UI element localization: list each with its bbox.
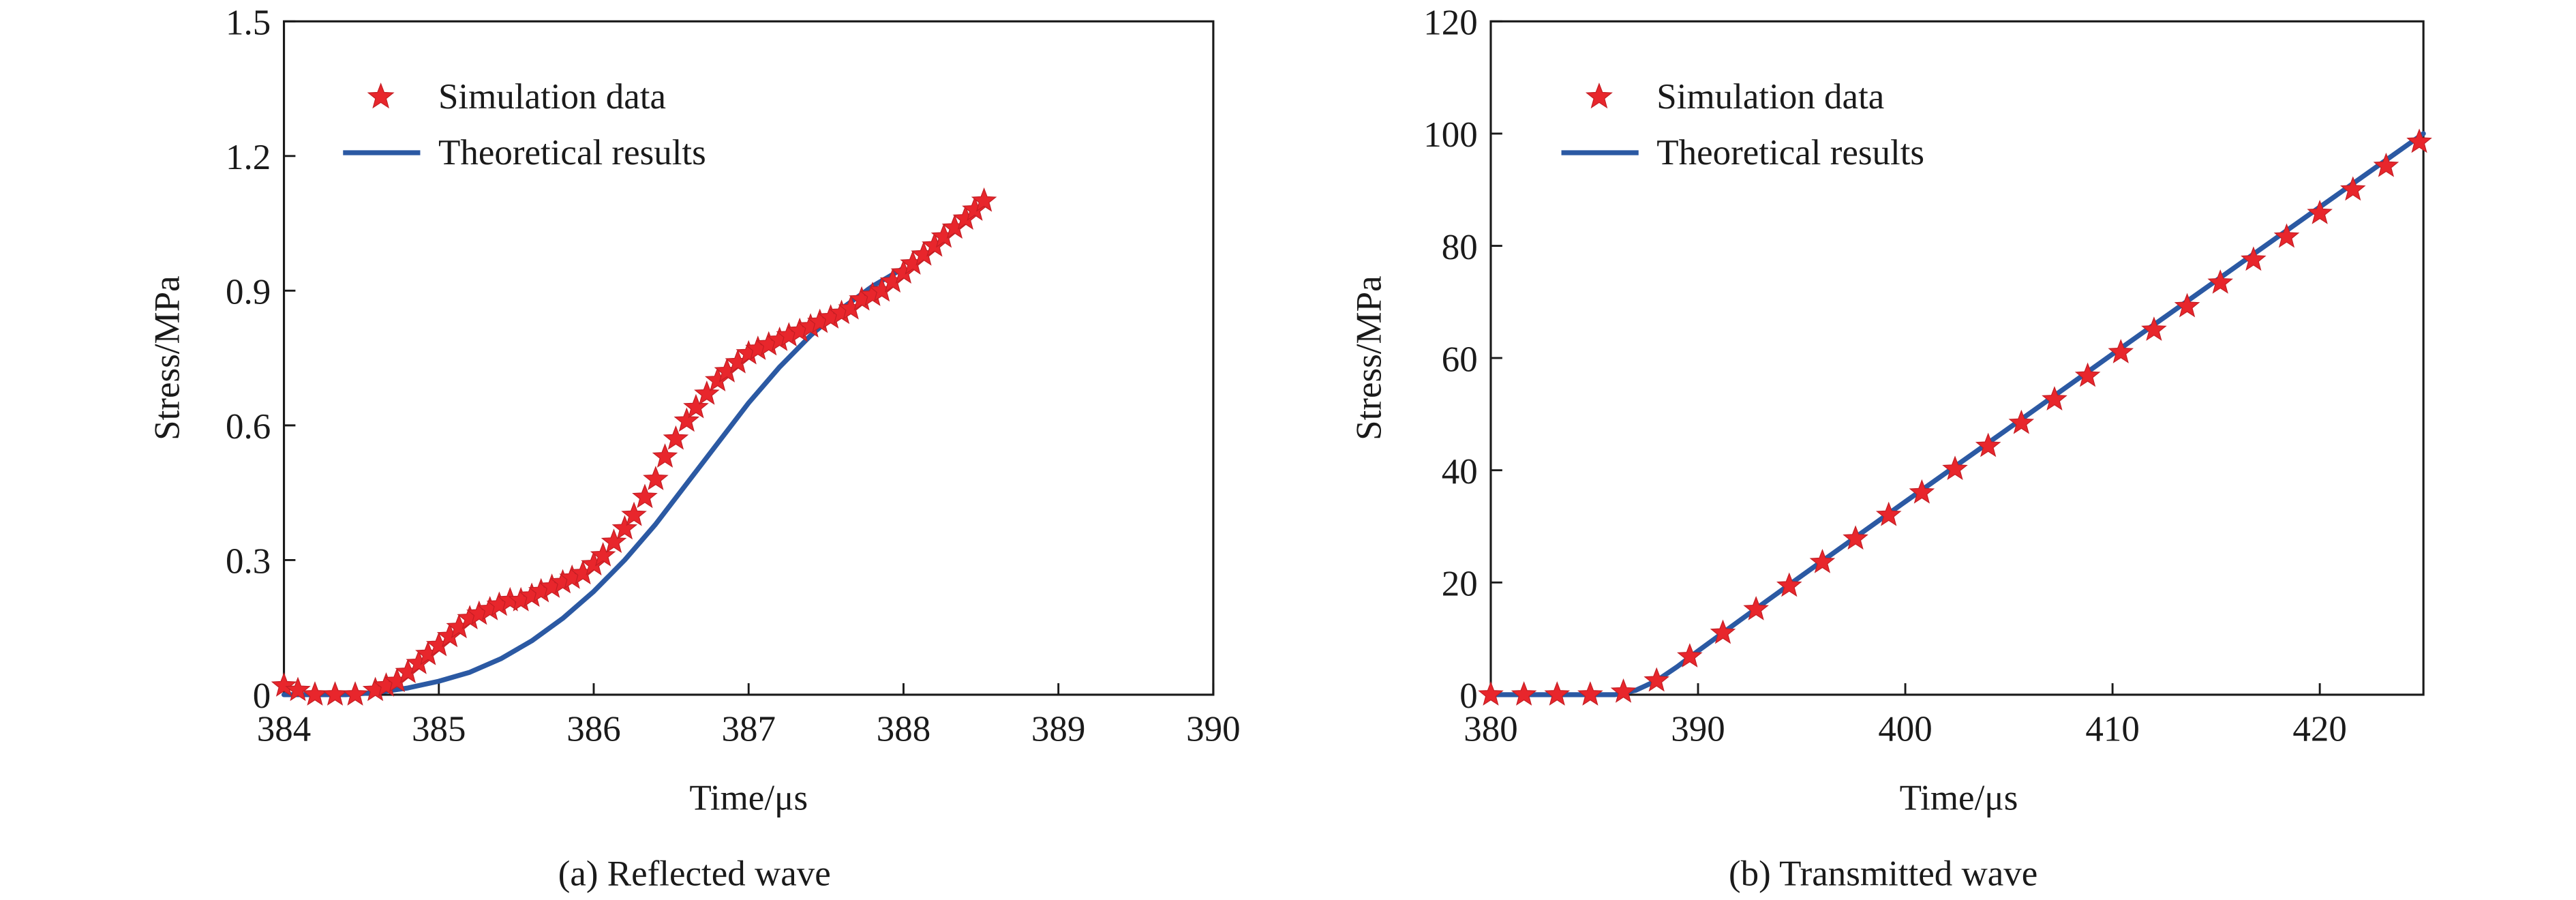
panel-b-simulation-point <box>2074 362 2101 387</box>
panel-a-x-tick-label: 389 <box>1031 709 1085 749</box>
legend-star-icon <box>1586 82 1613 109</box>
panel-b-simulation-point <box>2339 176 2366 201</box>
panel-b-simulation-point <box>1677 643 1703 668</box>
panel-b: 380 390 400 410 420 0 20 40 60 80 100 120 Simulati… <box>1350 3 2432 893</box>
panel-b-x-tick-label: 410 <box>2085 709 2139 749</box>
panel-a-legend-label-theoretical: Theoretical results <box>438 133 706 172</box>
panel-b-simulation-point <box>2406 128 2432 153</box>
panel-b-x-tick-label: 380 <box>1464 709 1517 749</box>
panel-a-simulation-point <box>342 681 368 706</box>
panel-b-y-ticks: 0 20 40 60 80 100 120 <box>1423 3 1502 716</box>
panel-b-x-tick-label: 400 <box>1878 709 1932 749</box>
panel-a-simulation-point <box>632 483 658 509</box>
panel-a-x-axis-label: Time/μs <box>689 779 808 818</box>
panel-a-simulation-point <box>285 676 311 702</box>
panel-b-simulation-point <box>2207 269 2233 294</box>
panel-b-simulation-point <box>1511 681 1537 706</box>
panel-b-simulation-point <box>2273 223 2300 248</box>
panel-a-x-ticks: 384 385 386 387 388 389 390 <box>257 683 1241 749</box>
panel-a-series-layer <box>271 187 997 706</box>
panel-b-y-tick-label: 80 <box>1442 228 1478 267</box>
panel-a-simulation-point <box>601 528 627 554</box>
panel-b-legend: Simulation data Theoretical results <box>1561 77 1924 172</box>
panel-b-x-ticks: 380 390 400 410 420 <box>1464 683 2347 749</box>
panel-a-simulation-point <box>683 393 709 419</box>
panel-b-simulation-point <box>1710 619 1736 644</box>
panel-a-x-tick-label: 387 <box>721 709 775 749</box>
panel-b-simulation-point <box>1843 525 1868 550</box>
panel-a-simulation-point <box>663 425 689 450</box>
panel-a-simulation-point <box>971 187 997 212</box>
panel-a-x-tick-label: 384 <box>257 709 311 749</box>
panel-b-simulation-point <box>1909 479 1935 504</box>
panel-b-simulation-point <box>1544 681 1571 706</box>
panel-b-x-axis-label: Time/μs <box>1900 779 2018 818</box>
panel-a-x-tick-label: 385 <box>412 709 466 749</box>
panel-b-y-tick-label: 40 <box>1442 452 1478 492</box>
panel-a-simulation-point <box>694 380 720 405</box>
panel-a-simulation-point <box>590 542 616 567</box>
panel-b-simulation-point <box>2373 152 2399 177</box>
panel-b-legend-label-theoretical: Theoretical results <box>1656 133 1924 172</box>
panel-a-x-tick-label: 388 <box>877 709 930 749</box>
panel-b-simulation-point <box>2141 316 2167 341</box>
panel-b-plot-frame <box>1489 20 2425 696</box>
panel-a-caption: (a) Reflected wave <box>558 854 831 893</box>
panel-b-simulation-point <box>1743 596 1769 620</box>
panel-b-simulation-point <box>1776 572 1802 597</box>
panel-b-legend-label-simulation: Simulation data <box>1656 77 1884 117</box>
panel-b-simulation-point <box>2008 409 2035 434</box>
panel-a-y-tick-label: 1.5 <box>226 3 271 43</box>
panel-b-simulation-point <box>1610 678 1637 703</box>
panel-a-simulation-point <box>271 672 297 697</box>
panel-b-simulation-point <box>1478 681 1504 706</box>
panel-b-simulation-point <box>1975 432 2001 457</box>
panel-a-simulation-point <box>673 407 700 432</box>
panel-b-x-tick-label: 390 <box>1671 709 1725 749</box>
panel-a-y-tick-label: 0 <box>253 676 271 716</box>
panel-a-y-tick-label: 0.9 <box>226 273 271 312</box>
panel-a-simulation-point <box>621 501 647 526</box>
panel-a-simulation-point <box>652 443 678 468</box>
panel-b-simulation-point <box>1875 501 1902 526</box>
panel-b-simulation-point <box>2108 339 2134 363</box>
panel-a-simulation-point <box>643 466 669 490</box>
panel-b-y-axis-label: Stress/MPa <box>1350 275 1389 440</box>
panel-b-y-tick-label: 60 <box>1442 340 1478 379</box>
panel-b-simulation-point <box>1577 681 1603 706</box>
panel-b-simulation-point <box>1942 455 1968 481</box>
panel-a-y-tick-label: 1.2 <box>226 138 271 177</box>
panel-a-y-tick-label: 0.6 <box>226 407 271 447</box>
panel-a-legend-marker-simulation <box>367 82 395 109</box>
panel-a-y-axis-label: Stress/MPa <box>147 275 187 440</box>
panel-b-plot-area <box>1489 20 2425 696</box>
panel-b-simulation-point <box>2174 292 2200 318</box>
panel-b-simulation-point <box>1643 667 1669 692</box>
panel-b-simulation-point <box>2042 386 2067 410</box>
panel-a-y-tick-label: 0.3 <box>226 542 271 582</box>
panel-b-simulation-point <box>1809 548 1836 573</box>
panel-b-series-layer <box>1478 128 2432 706</box>
panel-b-caption: (b) Transmitted wave <box>1729 854 2037 893</box>
legend-star-icon <box>367 82 395 109</box>
panel-a: 384 385 386 387 388 389 390 0 0.3 0.6 0.9 1.2 1.5 S… <box>147 3 1240 894</box>
panel-b-simulation-point <box>2241 246 2267 271</box>
panel-b-y-tick-label: 100 <box>1423 115 1477 155</box>
panel-b-y-tick-label: 20 <box>1442 565 1478 604</box>
panel-a-y-ticks: 0 0.3 0.6 0.9 1.2 1.5 <box>226 3 296 716</box>
panel-a-x-tick-label: 390 <box>1186 709 1240 749</box>
panel-a-x-tick-label: 386 <box>566 709 620 749</box>
panel-b-simulation-point <box>2307 200 2333 224</box>
panel-a-legend: Simulation data Theoretical results <box>343 77 706 172</box>
panel-b-legend-marker-simulation <box>1586 82 1613 109</box>
panel-b-y-tick-label: 0 <box>1459 676 1478 716</box>
panel-b-y-tick-label: 120 <box>1423 3 1477 43</box>
panel-b-x-tick-label: 420 <box>2292 709 2346 749</box>
panel-a-legend-label-simulation: Simulation data <box>438 77 666 117</box>
panel-a-simulation-point <box>611 515 638 540</box>
